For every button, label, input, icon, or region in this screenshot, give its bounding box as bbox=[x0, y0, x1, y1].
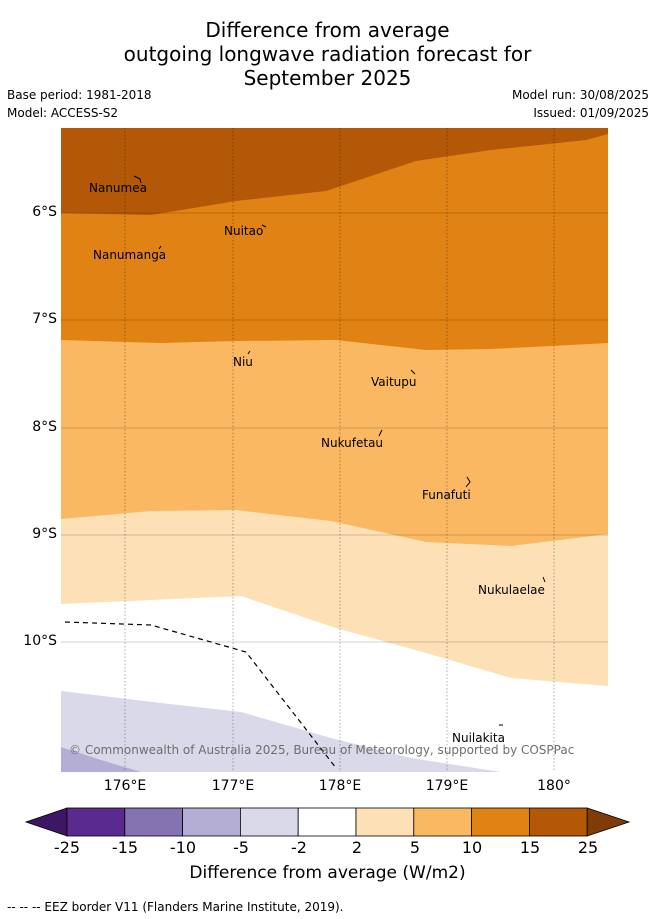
eez-border-line bbox=[64, 621, 337, 769]
lat-label-8s: 8°S bbox=[32, 419, 57, 435]
colorbar: -25 -15 -10 -5 -2 2 5 10 15 25 bbox=[24, 807, 631, 857]
colorbar-segment bbox=[124, 807, 184, 837]
colorbar-tick: -5 bbox=[233, 838, 249, 857]
lon-label-179e: 179°E bbox=[425, 778, 469, 794]
model-name: Model: ACCESS-S2 bbox=[7, 106, 119, 120]
colorbar-segment bbox=[66, 807, 126, 837]
place-label-nanumea: Nanumea bbox=[89, 181, 147, 195]
place-label-vaitupu: Vaitupu bbox=[371, 375, 417, 389]
place-label-funafuti: Funafuti bbox=[422, 488, 471, 502]
zone-minus-10-to-minus-5 bbox=[61, 747, 141, 772]
colorbar-segment bbox=[471, 807, 530, 837]
colorbar-arrow-max bbox=[586, 807, 631, 837]
lat-label-6s: 6°S bbox=[32, 204, 57, 220]
colorbar-ticks: -25 -15 -10 -5 -2 2 5 10 15 25 bbox=[54, 838, 598, 857]
colorbar-arrow-min bbox=[24, 807, 68, 837]
colorbar-tick: -25 bbox=[54, 838, 80, 857]
place-label-nanumanga: Nanumanga bbox=[93, 248, 166, 262]
title-line-1: Difference from average bbox=[205, 18, 450, 42]
colorbar-tick: -2 bbox=[291, 838, 307, 857]
lat-label-7s: 7°S bbox=[32, 311, 57, 327]
colorbar-segment bbox=[413, 807, 472, 837]
base-period: Base period: 1981-2018 bbox=[7, 88, 152, 102]
colorbar-tick: 5 bbox=[410, 838, 420, 857]
colorbar-segment bbox=[239, 807, 299, 837]
colorbar-tick: 15 bbox=[520, 838, 540, 857]
colorbar-segments bbox=[24, 807, 631, 837]
place-label-nuilakita: Nuilakita bbox=[452, 731, 505, 745]
map-title: Difference from average outgoing longwav… bbox=[0, 18, 655, 90]
colorbar-segment bbox=[529, 807, 588, 837]
zone-minus-5-to-minus-2 bbox=[61, 691, 501, 772]
gridlines-longitude bbox=[124, 128, 555, 772]
colorbar-tick: -10 bbox=[170, 838, 196, 857]
colorbar-segment bbox=[182, 807, 241, 837]
forecast-map[interactable]: Nanumea Nuitao Nanumanga Niu Vaitupu Nuk… bbox=[61, 128, 608, 772]
colorbar-tick: 10 bbox=[462, 838, 482, 857]
colorbar-tick: 2 bbox=[352, 838, 362, 857]
lon-label-178e: 178°E bbox=[318, 778, 362, 794]
colorbar-segment bbox=[297, 807, 357, 837]
gridlines-latitude bbox=[61, 212, 608, 643]
place-label-nukulaelae: Nukulaelae bbox=[478, 583, 545, 597]
lon-label-177e: 177°E bbox=[211, 778, 255, 794]
eez-footer-note: -- -- -- EEZ border V11 (Flanders Marine… bbox=[7, 900, 344, 914]
colorbar-label: Difference from average (W/m2) bbox=[189, 863, 466, 883]
colorbar-tick: 25 bbox=[578, 838, 598, 857]
title-line-2: outgoing longwave radiation forecast for bbox=[123, 42, 532, 66]
colorbar-segment bbox=[355, 807, 415, 837]
place-label-nuitao: Nuitao bbox=[224, 224, 263, 238]
title-line-3: September 2025 bbox=[243, 66, 412, 90]
issued-date: Issued: 01/09/2025 bbox=[533, 106, 649, 120]
lat-label-10s: 10°S bbox=[23, 633, 57, 649]
place-label-niu: Niu bbox=[233, 355, 253, 369]
copyright-notice: © Commonwealth of Australia 2025, Bureau… bbox=[69, 743, 574, 757]
place-label-nukufetau: Nukufetau bbox=[321, 436, 383, 450]
colorbar-tick: -15 bbox=[112, 838, 138, 857]
island-shapes bbox=[133, 175, 546, 726]
model-run: Model run: 30/08/2025 bbox=[511, 88, 649, 102]
lat-label-9s: 9°S bbox=[32, 526, 57, 542]
lon-label-180: 180° bbox=[537, 778, 571, 794]
lon-label-176e: 176°E bbox=[103, 778, 147, 794]
